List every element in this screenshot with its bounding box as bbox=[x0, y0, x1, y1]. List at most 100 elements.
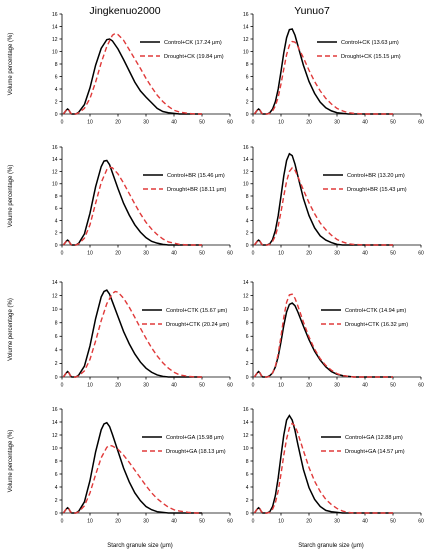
legend-label: Drought+CK (15.15 μm) bbox=[341, 54, 401, 60]
legend-label: Drought+CK (19.84 μm) bbox=[164, 54, 224, 60]
y-tick-label: 8 bbox=[55, 321, 58, 327]
legend-label: Drought+CTK (16.32 μm) bbox=[345, 322, 408, 328]
x-tick-label: 20 bbox=[306, 383, 312, 389]
x-tick-label: 10 bbox=[87, 120, 93, 126]
y-tick-label: 6 bbox=[246, 334, 249, 340]
x-tick-label: 50 bbox=[390, 383, 396, 389]
x-tick-label: 50 bbox=[199, 120, 205, 126]
drought-series-line bbox=[253, 40, 393, 115]
x-tick-label: 0 bbox=[252, 251, 255, 257]
chart-panel: 0 2 4 6 8 10 12 14 16 0 10 20 30 40 50 60 Control+GA (12… bbox=[243, 407, 424, 549]
y-axis-label: Volume percentage (%) bbox=[8, 298, 14, 361]
y-tick-label: 4 bbox=[55, 87, 58, 93]
y-tick-label: 6 bbox=[246, 472, 249, 478]
y-tick-label: 16 bbox=[52, 407, 58, 413]
legend-label: Control+GA (15.98 μm) bbox=[166, 435, 224, 441]
x-tick-label: 20 bbox=[306, 251, 312, 257]
x-tick-label: 40 bbox=[362, 251, 368, 257]
control-series-line bbox=[253, 152, 393, 246]
y-tick-label: 14 bbox=[243, 157, 249, 163]
y-axis-label: Volume percentage (%) bbox=[8, 430, 14, 493]
chart-panel: 0 2 4 6 8 10 12 14 0 10 20 30 40 50 60 Control+CTK (15.… bbox=[8, 280, 233, 389]
y-tick-label: 2 bbox=[55, 498, 58, 504]
y-tick-label: 0 bbox=[246, 375, 249, 381]
x-tick-label: 60 bbox=[227, 251, 233, 257]
x-tick-label: 0 bbox=[61, 383, 64, 389]
legend-label: Drought+CTK (20.24 μm) bbox=[166, 322, 229, 328]
y-tick-label: 0 bbox=[55, 112, 58, 118]
y-tick-label: 4 bbox=[55, 218, 58, 224]
y-tick-label: 6 bbox=[55, 74, 58, 80]
y-tick-label: 0 bbox=[246, 112, 249, 118]
y-tick-label: 8 bbox=[55, 62, 58, 68]
x-tick-label: 50 bbox=[390, 120, 396, 126]
y-tick-label: 6 bbox=[246, 206, 249, 212]
x-tick-label: 10 bbox=[87, 519, 93, 525]
y-tick-label: 16 bbox=[52, 12, 58, 18]
y-tick-label: 12 bbox=[243, 293, 249, 299]
legend-label: Control+CTK (15.67 μm) bbox=[166, 308, 227, 314]
y-tick-label: 4 bbox=[246, 485, 249, 491]
x-tick-label: 30 bbox=[143, 519, 149, 525]
y-tick-label: 14 bbox=[243, 420, 249, 426]
y-tick-label: 14 bbox=[52, 280, 58, 286]
x-tick-label: 60 bbox=[227, 383, 233, 389]
y-tick-label: 8 bbox=[246, 62, 249, 68]
x-tick-label: 50 bbox=[199, 519, 205, 525]
y-tick-label: 16 bbox=[243, 145, 249, 151]
y-tick-label: 2 bbox=[55, 361, 58, 367]
drought-series-line bbox=[62, 32, 202, 115]
y-tick-label: 6 bbox=[55, 206, 58, 212]
drought-series-line bbox=[62, 166, 202, 246]
control-series-line bbox=[62, 38, 202, 115]
legend-label: Control+BR (15.46 μm) bbox=[167, 173, 225, 179]
y-tick-label: 12 bbox=[52, 37, 58, 43]
y-tick-label: 0 bbox=[55, 243, 58, 249]
y-tick-label: 10 bbox=[243, 446, 249, 452]
x-tick-label: 40 bbox=[362, 120, 368, 126]
x-axis-label: Starch granule size (μm) bbox=[298, 543, 363, 549]
chart-panel: 0 2 4 6 8 10 12 14 16 0 10 20 30 40 50 60 Control+CK (17… bbox=[8, 12, 233, 126]
legend-label: Control+GA (12.88 μm) bbox=[345, 435, 403, 441]
y-tick-label: 14 bbox=[52, 24, 58, 30]
y-tick-label: 4 bbox=[55, 485, 58, 491]
y-tick-label: 14 bbox=[243, 24, 249, 30]
y-tick-label: 8 bbox=[246, 459, 249, 465]
y-tick-label: 0 bbox=[246, 243, 249, 249]
y-tick-label: 10 bbox=[243, 49, 249, 55]
y-tick-label: 16 bbox=[243, 407, 249, 413]
y-tick-label: 10 bbox=[243, 307, 249, 313]
drought-series-line bbox=[62, 444, 202, 514]
control-series-line bbox=[62, 289, 202, 378]
chart-panel: 0 2 4 6 8 10 12 14 16 0 10 20 30 40 50 60 Control+BR (15… bbox=[8, 145, 233, 257]
x-tick-label: 60 bbox=[227, 519, 233, 525]
x-tick-label: 30 bbox=[143, 383, 149, 389]
y-tick-label: 0 bbox=[55, 375, 58, 381]
y-tick-label: 14 bbox=[243, 280, 249, 286]
x-tick-label: 30 bbox=[143, 251, 149, 257]
x-tick-label: 20 bbox=[115, 383, 121, 389]
legend-label: Control+BR (13.20 μm) bbox=[347, 173, 405, 179]
x-tick-label: 10 bbox=[278, 251, 284, 257]
drought-series-line bbox=[253, 293, 393, 378]
drought-series-line bbox=[253, 422, 393, 514]
chart-panel: 0 2 4 6 8 10 12 14 16 0 10 20 30 40 50 60 Control+GA (15… bbox=[8, 407, 233, 549]
x-tick-label: 60 bbox=[418, 519, 424, 525]
y-tick-label: 2 bbox=[55, 231, 58, 237]
y-tick-label: 2 bbox=[246, 361, 249, 367]
y-tick-label: 6 bbox=[55, 472, 58, 478]
y-tick-label: 6 bbox=[246, 74, 249, 80]
x-tick-label: 20 bbox=[115, 120, 121, 126]
x-tick-label: 40 bbox=[171, 251, 177, 257]
y-tick-label: 2 bbox=[55, 99, 58, 105]
legend-label: Control+CK (13.63 μm) bbox=[341, 40, 399, 46]
y-tick-label: 0 bbox=[55, 511, 58, 517]
y-axis-label: Volume percentage (%) bbox=[8, 165, 14, 228]
x-tick-label: 20 bbox=[115, 251, 121, 257]
y-tick-label: 12 bbox=[243, 433, 249, 439]
x-tick-label: 30 bbox=[143, 120, 149, 126]
y-tick-label: 4 bbox=[246, 218, 249, 224]
y-tick-label: 8 bbox=[246, 194, 249, 200]
y-tick-label: 0 bbox=[246, 511, 249, 517]
